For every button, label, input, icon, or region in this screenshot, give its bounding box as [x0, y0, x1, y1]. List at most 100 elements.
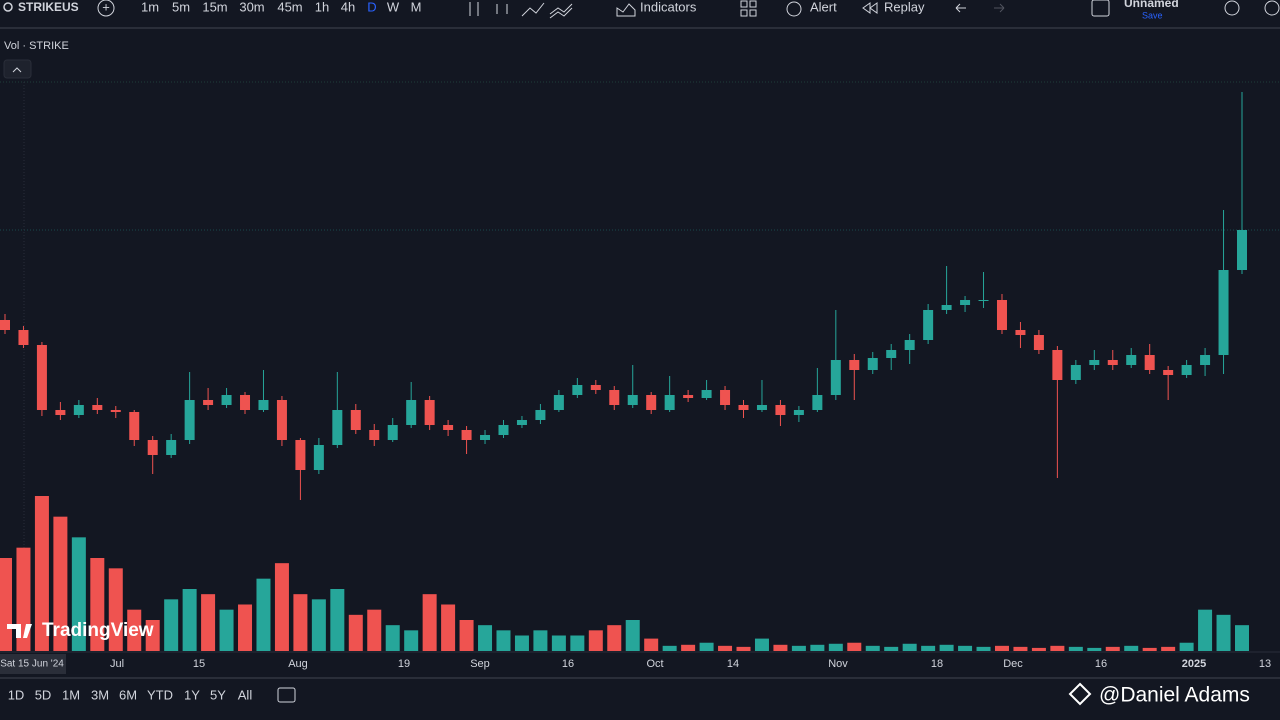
candle-body [92, 405, 103, 410]
time-axis-label: Sat 15 Jun '24 [0, 659, 64, 670]
interval-button[interactable]: 1m [141, 0, 159, 14]
save-label[interactable]: Save [1142, 10, 1163, 20]
line-tool-icon[interactable] [521, 2, 545, 17]
volume-bar [994, 645, 1009, 651]
range-button[interactable]: 1Y [184, 687, 200, 702]
volume-bar [459, 620, 474, 651]
volume-bar [1142, 647, 1157, 651]
candle-body [1237, 230, 1247, 270]
indicators-icon[interactable] [616, 3, 636, 17]
time-axis-label: Jul [110, 658, 124, 670]
interval-button[interactable]: 5m [172, 0, 190, 14]
interval-button[interactable]: 30m [239, 0, 264, 14]
volume-bar [607, 625, 622, 651]
toolbar [0, 0, 1280, 28]
volume-bar [219, 609, 234, 651]
volume-legend: Vol · STRIKE [4, 40, 69, 52]
redo-button[interactable] [994, 3, 1005, 13]
candle-body [793, 410, 804, 415]
alert-icon[interactable] [786, 1, 802, 17]
volume-bar [53, 516, 68, 651]
credit-logo [1068, 682, 1092, 706]
search-icon[interactable] [3, 2, 13, 12]
candle-body [683, 395, 694, 398]
volume-bar [274, 563, 289, 651]
range-button[interactable]: 1D [8, 687, 25, 702]
candle-body [867, 358, 878, 370]
volume-bar [958, 645, 973, 651]
quick-search-icon[interactable] [1224, 0, 1240, 16]
alert-button[interactable]: Alert [810, 0, 837, 14]
range-button[interactable]: 6M [119, 687, 137, 702]
volume-bar [404, 630, 419, 651]
candle-body [849, 360, 860, 370]
volume-bar [90, 558, 105, 651]
indicators-button[interactable]: Indicators [640, 0, 697, 14]
candle-body [646, 395, 657, 410]
candle-body [147, 440, 158, 455]
volume-bar [1124, 645, 1139, 651]
candle-body [240, 395, 251, 410]
range-button[interactable]: 3M [91, 687, 109, 702]
volume-bar [865, 645, 880, 651]
candle-body [1218, 270, 1229, 355]
interval-button[interactable]: 45m [277, 0, 302, 14]
time-axis-label: Nov [828, 658, 848, 670]
volume-bar [847, 642, 862, 651]
interval-button[interactable]: D [367, 0, 376, 14]
volume-bar [1216, 614, 1231, 651]
time-axis-label: 13 [1259, 658, 1271, 670]
range-button[interactable]: YTD [147, 687, 173, 702]
range-button[interactable]: All [238, 687, 253, 702]
watermark-icon [7, 624, 32, 638]
volume-bar [108, 568, 123, 651]
interval-button[interactable]: 4h [341, 0, 355, 14]
candle-body [1052, 350, 1063, 380]
range-button[interactable]: 5D [35, 687, 52, 702]
symbol[interactable]: STRIKEUS [18, 0, 79, 14]
volume-bar [182, 589, 197, 651]
candle-body [1033, 335, 1044, 350]
volume-bar [367, 609, 382, 651]
layout-name[interactable]: Unnamed [1124, 0, 1179, 10]
candle-body [756, 405, 767, 410]
range-button[interactable]: 5Y [210, 687, 226, 702]
volume-bar [1050, 645, 1065, 651]
volume-bar [441, 604, 456, 651]
candle-body [480, 435, 491, 440]
drawing-icon[interactable] [549, 3, 573, 19]
volume-bar [1031, 647, 1046, 651]
candle-body [1107, 360, 1118, 365]
candle-body [424, 400, 435, 425]
interval-button[interactable]: 1h [315, 0, 329, 14]
candle-body [1163, 370, 1174, 375]
volume-bar [0, 558, 12, 651]
volume-bar [293, 594, 308, 651]
volume-bar [533, 630, 548, 651]
settings-icon[interactable] [1264, 0, 1280, 16]
time-axis-label: Sep [470, 658, 490, 670]
volume-bar [385, 625, 400, 651]
chart-type-icon[interactable] [469, 2, 508, 16]
candle-body [461, 430, 472, 440]
replay-icon[interactable] [862, 2, 878, 14]
volume-bar [773, 644, 788, 651]
compare-button[interactable] [97, 0, 115, 17]
range-button[interactable]: 1M [62, 687, 80, 702]
replay-button[interactable]: Replay [884, 0, 925, 14]
volume-bar [681, 644, 696, 651]
time-axis-label: 14 [727, 658, 739, 670]
candle-body [369, 430, 380, 440]
interval-button[interactable]: 15m [202, 0, 227, 14]
candle-body [295, 440, 306, 470]
layout-save-icon[interactable] [1091, 0, 1110, 17]
undo-button[interactable] [955, 3, 966, 13]
candle-body [55, 410, 66, 415]
candle-body [18, 330, 29, 345]
candle-body [590, 385, 601, 390]
volume-bar [348, 614, 363, 651]
interval-button[interactable]: W [387, 0, 400, 14]
layout-icon[interactable] [740, 0, 748, 8]
goto-date-button[interactable] [277, 687, 296, 703]
interval-button[interactable]: M [411, 0, 422, 14]
